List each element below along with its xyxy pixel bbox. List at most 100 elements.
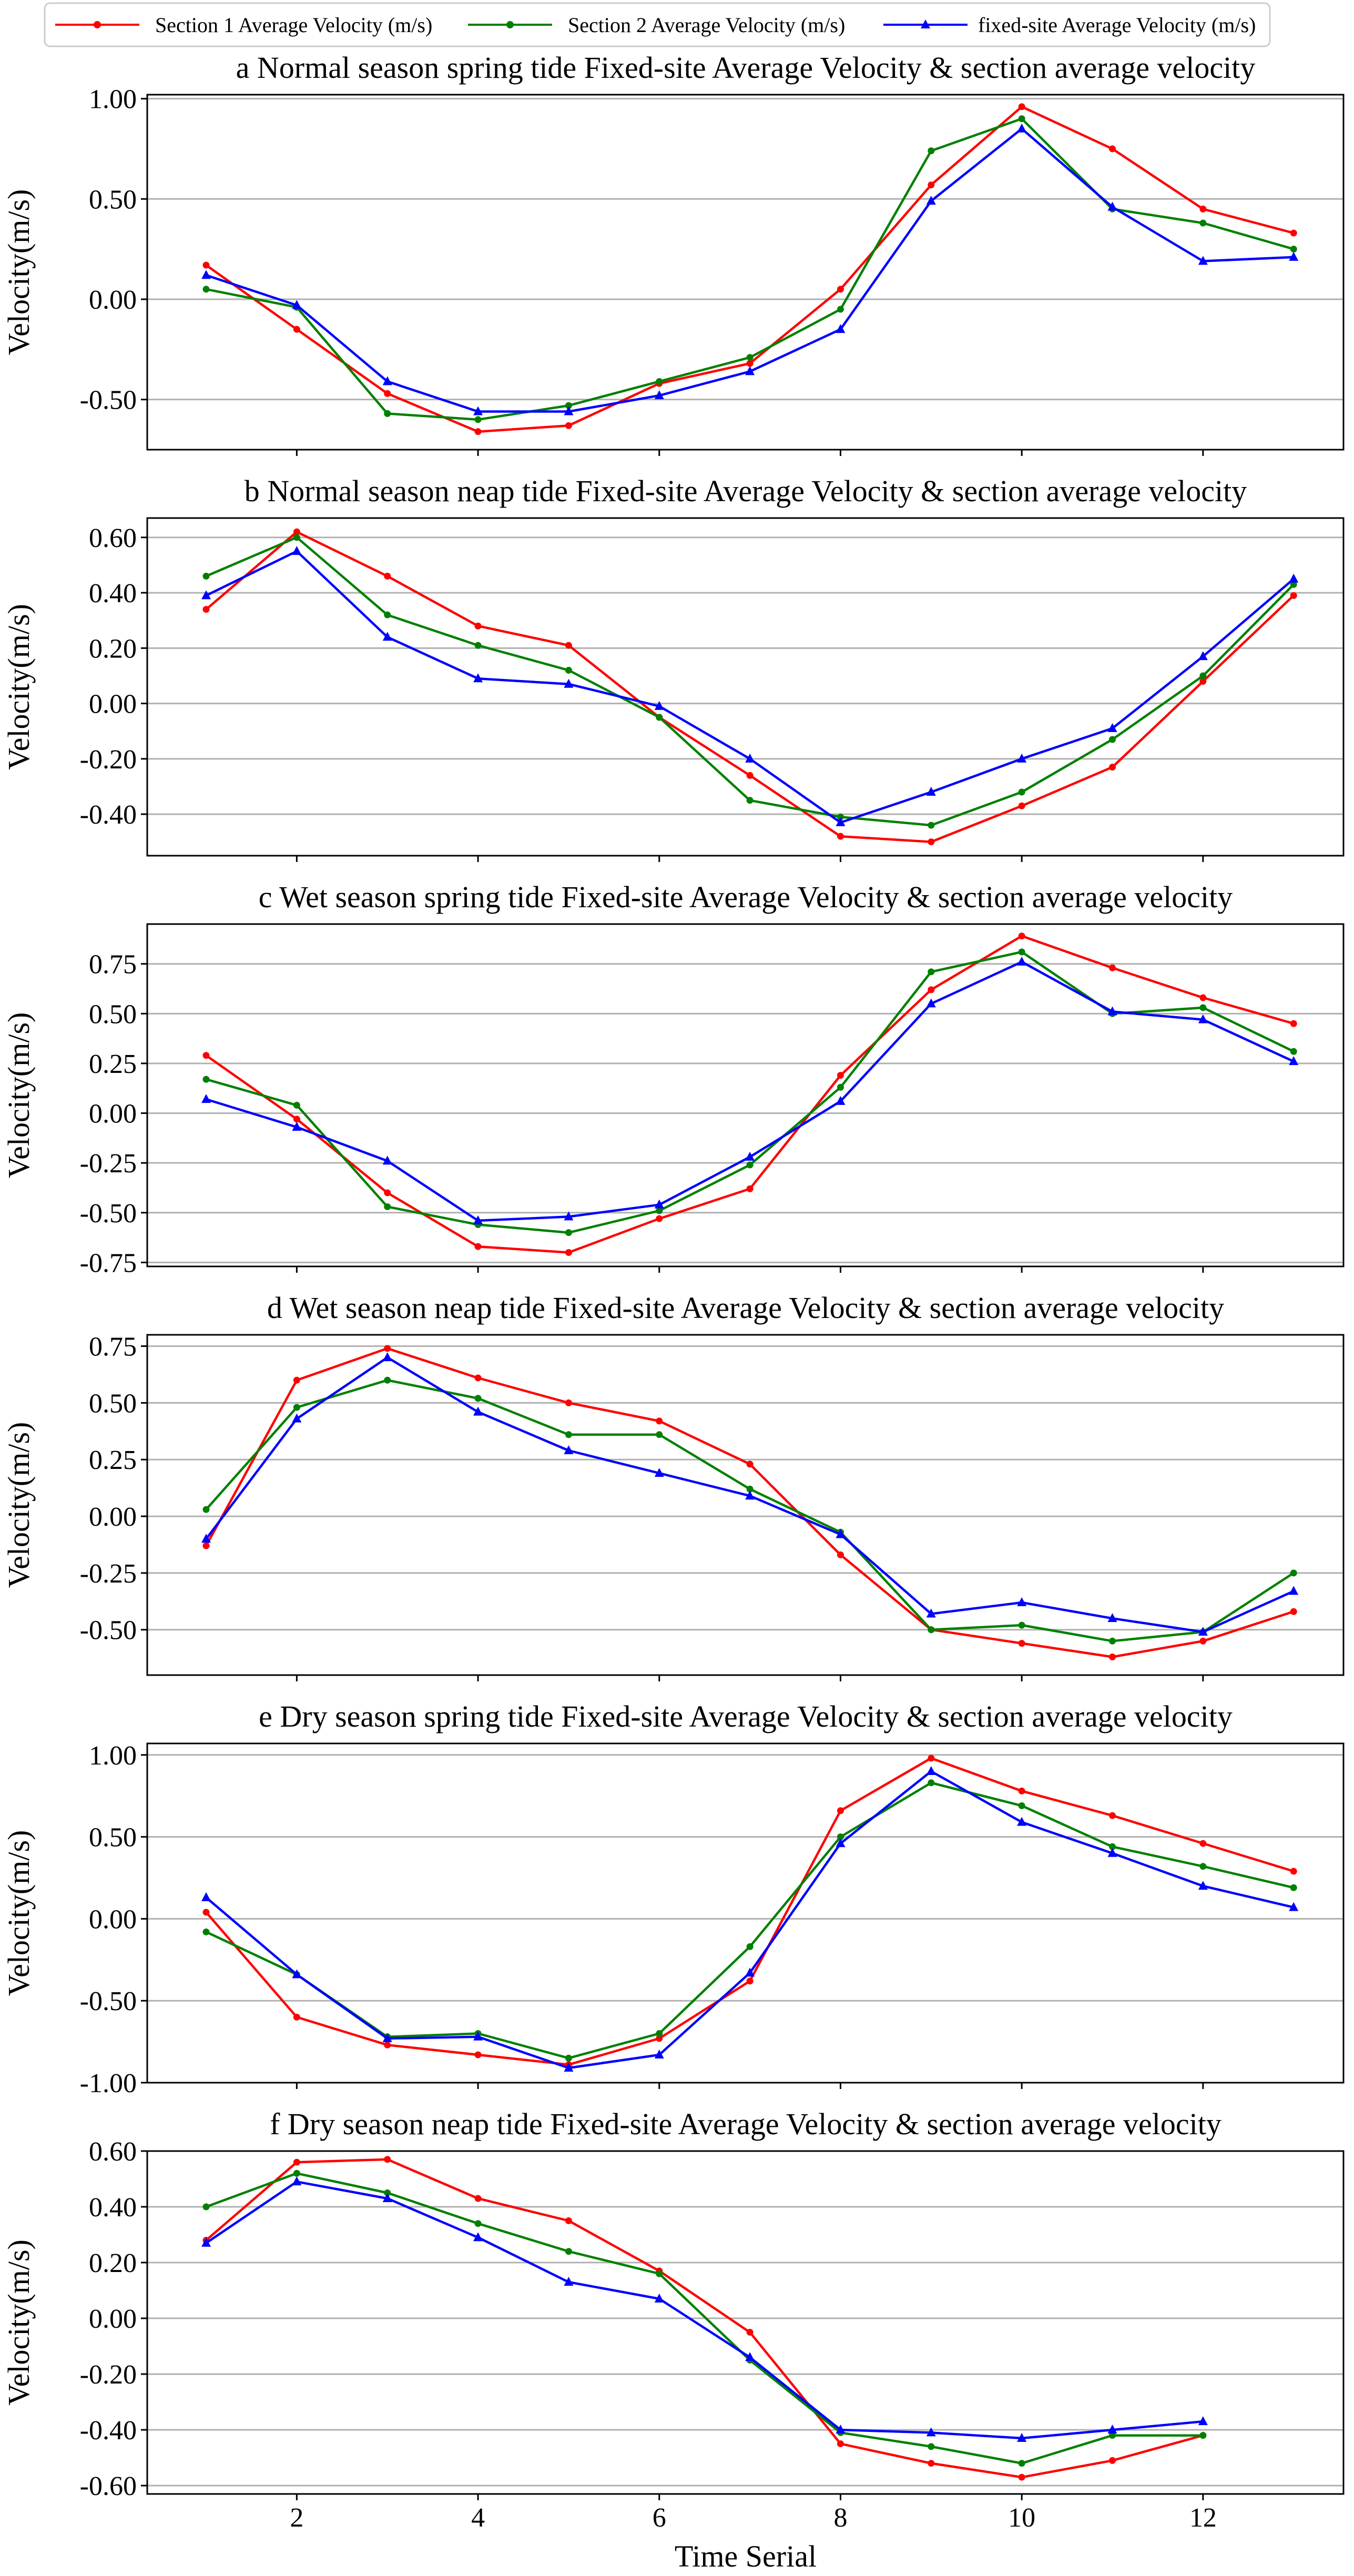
y-tick-label: -0.25 [80,1149,137,1179]
data-point [837,1833,844,1841]
data-point [746,1161,754,1169]
legend-entry-section-1: Section 1 Average Velocity (m/s) [55,13,432,37]
y-axis-label-f: Velocity(m/s) [2,2239,36,2406]
data-point [1017,956,1027,966]
data-point [836,1529,846,1538]
x-tick-label: 12 [1189,2503,1217,2533]
y-tick-label: -0.60 [80,2471,137,2501]
data-point [656,2270,663,2277]
data-point [474,2051,482,2058]
data-point [1017,1597,1027,1606]
data-point [1290,1569,1297,1577]
data-point [292,2176,302,2186]
panel-title-b: b Normal season neap tide Fixed-site Ave… [245,474,1247,508]
data-point [1109,964,1116,971]
data-point [384,390,391,397]
data-point [474,2220,482,2227]
data-point [384,2156,391,2163]
series-line-f-1 [205,2158,1204,2479]
y-axis-label-b: Velocity(m/s) [2,604,36,770]
x-tick-label: 6 [653,2503,666,2533]
panel-b: 0.60 0.40 0.20 0.00 -0.20 -0.40 b Normal seaso… [2,474,1345,862]
data-point [202,2203,210,2210]
data-point [1198,651,1208,661]
data-point [565,2248,572,2255]
data-point [746,354,754,361]
data-point [1109,145,1116,153]
data-point [928,1626,935,1634]
data-point [384,1345,391,1352]
data-point [564,406,574,415]
data-point [202,261,210,269]
x-axis-label: Time Serial [675,2539,817,2573]
data-point [926,998,936,1008]
data-point [565,642,572,649]
data-point [1290,246,1297,253]
y-tick-label: 0.40 [89,579,137,608]
data-point [1018,1802,1025,1809]
data-point [1289,573,1299,583]
data-point [1018,1640,1025,1647]
legend-frame [44,2,1271,47]
y-tick-label: -0.20 [80,2360,137,2390]
data-point [1109,2432,1116,2439]
data-point [565,666,572,674]
series-line-f-3 [205,2181,1204,2440]
data-point [1109,736,1116,743]
data-point [745,366,755,376]
data-point [474,428,482,435]
data-point [1109,1843,1116,1850]
y-tick-label: 1.00 [89,1741,137,1771]
y-tick-label: -0.40 [80,2416,137,2446]
data-point [1018,2460,1025,2467]
data-point [1199,2432,1207,2439]
data-point [565,1229,572,1236]
data-point [473,673,483,683]
data-point [293,2013,300,2021]
y-tick-label: 0.60 [89,523,137,553]
data-point [1017,1817,1027,1826]
data-point [201,1534,211,1543]
data-point [654,1468,664,1477]
data-point [293,534,300,541]
y-tick-label: 0.00 [89,1099,137,1129]
data-point [656,1215,663,1222]
data-point [1018,948,1025,956]
y-tick-label: -0.25 [80,1559,137,1589]
data-point [1109,1637,1116,1645]
y-tick-label: -0.50 [80,1199,137,1229]
y-tick-label: 0.50 [89,185,137,215]
data-point [745,2352,755,2361]
data-point [1109,2457,1116,2464]
data-point [837,2440,844,2448]
legend: Section 1 Average Velocity (m/s) Section… [44,2,1271,47]
x-tick-label: 10 [1008,2503,1035,2533]
data-point [928,968,935,976]
data-point [293,2169,300,2177]
data-point [836,2425,846,2434]
data-point [473,2031,483,2041]
data-point [837,286,844,293]
x-tick-label: 2 [290,2503,303,2533]
data-point [928,1779,935,1787]
y-tick-label: 0.25 [89,1445,137,1475]
data-point [384,1376,391,1384]
data-point [565,1431,572,1438]
data-point [201,1094,211,1103]
y-axis-label-d: Velocity(m/s) [2,1422,36,1588]
data-point [1018,2473,1025,2481]
data-point [1290,1608,1297,1615]
data-point [382,376,392,386]
data-point [837,1551,844,1558]
data-point [654,2293,664,2303]
y-tick-label: 0.00 [89,285,137,315]
data-point [745,1968,755,1977]
data-point [1109,1812,1116,1819]
y-tick-label: 0.00 [89,689,137,719]
data-point [564,1211,574,1221]
data-point [564,2277,574,2286]
data-point [474,622,482,630]
data-point [473,2232,483,2242]
data-point [565,402,572,409]
y-tick-label: 0.75 [89,950,137,980]
